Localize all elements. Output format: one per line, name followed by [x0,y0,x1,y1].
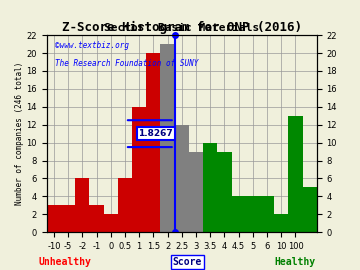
Bar [47,205,61,232]
Text: Sector: Basic Materials: Sector: Basic Materials [104,23,260,33]
Bar [260,196,274,232]
Bar [118,178,132,232]
Bar [203,143,217,232]
Bar [303,187,317,232]
Bar [217,151,231,232]
Bar [104,214,118,232]
Bar [175,125,189,232]
Text: Healthy: Healthy [275,257,316,267]
Bar [61,205,75,232]
Text: ©www.textbiz.org: ©www.textbiz.org [55,41,129,50]
Bar [161,44,175,232]
Bar [246,196,260,232]
Bar [75,178,89,232]
Text: The Research Foundation of SUNY: The Research Foundation of SUNY [55,59,198,68]
Bar [189,151,203,232]
Bar [288,116,303,232]
Text: Unhealthy: Unhealthy [39,257,91,267]
Bar [274,214,288,232]
Bar [89,205,104,232]
Bar [146,53,161,232]
Text: 1.8267: 1.8267 [139,129,173,138]
Y-axis label: Number of companies (246 total): Number of companies (246 total) [15,62,24,205]
Bar [132,107,146,232]
Title: Z-Score Histogram for ONP (2016): Z-Score Histogram for ONP (2016) [62,21,302,34]
Text: Score: Score [172,257,202,267]
Bar [231,196,246,232]
